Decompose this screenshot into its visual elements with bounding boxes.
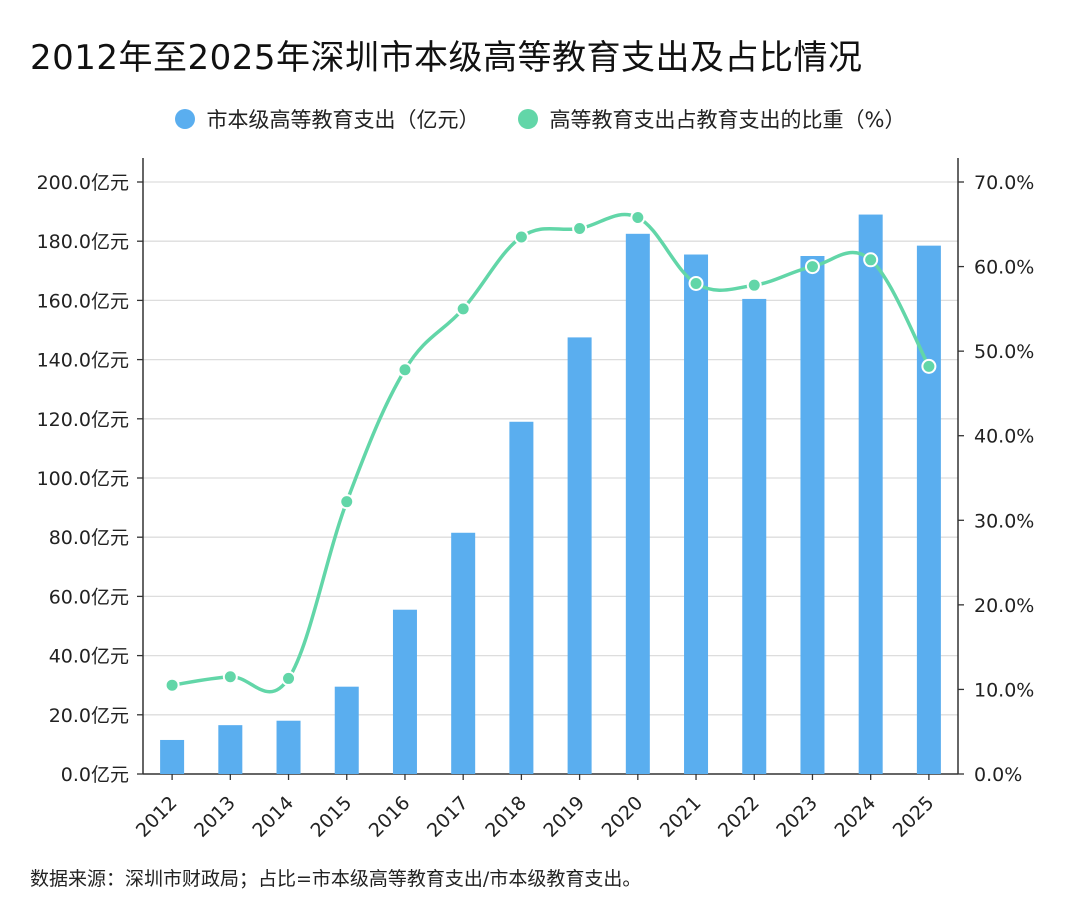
bar <box>626 234 650 774</box>
y-left-tick-label: 200.0亿元 <box>37 172 129 194</box>
x-tick-label: 2016 <box>365 792 415 842</box>
chart-figure: 2012年至2025年深圳市本级高等教育支出及占比情况 市本级高等教育支出（亿元… <box>0 0 1080 918</box>
ratio-point <box>631 211 644 224</box>
ratio-point <box>748 279 761 292</box>
y-left-tick-label: 140.0亿元 <box>37 350 129 372</box>
y-right-tick-label: 0.0% <box>974 764 1022 786</box>
bar <box>917 246 941 774</box>
y-right-tick-label: 50.0% <box>974 341 1034 363</box>
y-right-tick-label: 60.0% <box>974 257 1034 279</box>
x-tick-label: 2017 <box>423 792 473 842</box>
bar <box>277 721 301 774</box>
ratio-point <box>690 277 703 290</box>
ratio-point <box>398 363 411 376</box>
y-left-tick-label: 100.0亿元 <box>37 468 129 490</box>
x-tick-label: 2022 <box>714 792 764 842</box>
y-left-tick-label: 20.0亿元 <box>49 705 129 727</box>
x-tick-label: 2014 <box>248 792 298 842</box>
bar <box>335 687 359 774</box>
y-right-tick-label: 70.0% <box>974 172 1034 194</box>
bar <box>800 256 824 774</box>
ratio-point <box>515 230 528 243</box>
bar <box>859 215 883 774</box>
y-left-tick-label: 0.0亿元 <box>61 764 129 786</box>
y-left-tick-label: 80.0亿元 <box>49 527 129 549</box>
bar <box>451 533 475 774</box>
y-right-tick-label: 20.0% <box>974 595 1034 617</box>
bar <box>393 610 417 774</box>
y-left-tick-label: 60.0亿元 <box>49 586 129 608</box>
ratio-point <box>166 679 179 692</box>
bar <box>509 422 533 774</box>
x-tick-label: 2023 <box>772 792 822 842</box>
source-note: 数据来源：深圳市财政局；占比=市本级高等教育支出/市本级教育支出。 <box>30 864 641 891</box>
ratio-point <box>806 260 819 273</box>
x-tick-label: 2018 <box>481 792 531 842</box>
x-tick-label: 2015 <box>307 792 357 842</box>
y-left-tick-label: 40.0亿元 <box>49 646 129 668</box>
x-tick-label: 2019 <box>539 792 589 842</box>
y-left-tick-label: 120.0亿元 <box>37 409 129 431</box>
bar <box>568 337 592 774</box>
bar <box>160 740 184 774</box>
ratio-point <box>864 253 877 266</box>
bar <box>218 725 242 774</box>
x-tick-label: 2020 <box>598 792 648 842</box>
chart-plot: 0.0亿元 20.0亿元 40.0亿元 60.0亿元 80.0亿元 100.0亿元 120.… <box>0 0 1080 860</box>
x-tick-label: 2021 <box>656 792 706 842</box>
x-tick-label: 2025 <box>889 792 939 842</box>
ratio-point <box>457 302 470 315</box>
ratio-point <box>340 495 353 508</box>
ratio-point <box>922 360 935 373</box>
y-right-tick-label: 10.0% <box>974 679 1034 701</box>
ratio-point <box>282 672 295 685</box>
y-left-tick-label: 160.0亿元 <box>37 290 129 312</box>
ratio-point <box>573 222 586 235</box>
y-right-tick-label: 40.0% <box>974 426 1034 448</box>
bar <box>684 255 708 774</box>
ratio-point <box>224 670 237 683</box>
x-tick-label: 2013 <box>190 792 240 842</box>
bar <box>742 299 766 774</box>
y-left-tick-label: 180.0亿元 <box>37 231 129 253</box>
y-right-tick-label: 30.0% <box>974 510 1034 532</box>
x-tick-label: 2024 <box>830 792 880 842</box>
x-tick-label: 2012 <box>132 792 182 842</box>
